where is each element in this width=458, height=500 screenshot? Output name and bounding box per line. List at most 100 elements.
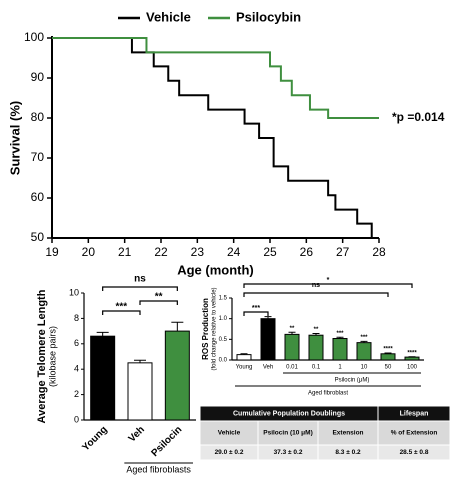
legend-label: Vehicle — [146, 9, 191, 24]
y-tick-label: 10 — [69, 287, 79, 297]
table-cell-text: 28.5 ± 0.8 — [400, 449, 429, 456]
bar — [404, 356, 420, 361]
bracket-label: ns — [312, 282, 320, 289]
x-tick-label: Veh — [263, 365, 273, 371]
table-cell-text: Psilocin (10 μM) — [263, 430, 313, 437]
significance-label: **** — [383, 347, 393, 353]
x-tick-label: Young — [236, 365, 253, 371]
x-tick-label: Young — [80, 424, 109, 453]
x-tick-label: 28 — [372, 245, 386, 259]
x-tick-label: Veh — [127, 424, 147, 444]
table-cell-text: 37.3 ± 0.2 — [274, 449, 303, 456]
bracket-label: ns — [134, 274, 146, 285]
y-tick-label: 2 — [74, 389, 79, 399]
y-tick-label: 0.5 — [219, 337, 228, 343]
annotation: *p =0.014 — [392, 110, 445, 124]
y-tick-label: 0.0 — [219, 358, 228, 364]
bar — [127, 362, 153, 421]
x-tick-label: 23 — [191, 245, 205, 259]
y-axis-title: Survival (%) — [7, 101, 22, 175]
bar — [308, 334, 324, 361]
error-bar — [288, 331, 296, 335]
significance-label: ** — [290, 326, 295, 332]
table-header-text: Cumulative Population Doublings — [233, 410, 345, 417]
bar — [236, 354, 252, 361]
x-tick-label: 10 — [361, 365, 368, 371]
significance-label: ** — [314, 327, 319, 333]
bracket-label: ** — [155, 292, 163, 303]
significance-label: *** — [360, 335, 368, 341]
legend-label: Psilocybin — [236, 9, 301, 24]
bracket — [102, 310, 141, 315]
table-cell-text: 29.0 ± 0.2 — [215, 449, 244, 456]
error-bar — [384, 352, 392, 354]
bracket-label: * — [327, 277, 330, 284]
bar — [380, 353, 396, 361]
bracket-label: *** — [252, 305, 260, 312]
bar — [356, 342, 372, 361]
y-tick-label: 70 — [31, 150, 45, 164]
significance-label: *** — [336, 331, 344, 337]
y-tick-label: 1.0 — [219, 316, 228, 322]
y-tick-label: 60 — [31, 190, 45, 204]
table-cell-text: Vehicle — [218, 430, 241, 437]
y-tick-label: 90 — [31, 70, 45, 84]
bar — [332, 338, 348, 361]
bracket — [243, 283, 413, 288]
x-tick-label: 1 — [338, 365, 342, 371]
y-tick-label: 80 — [31, 110, 45, 124]
bracket-label: *** — [115, 302, 127, 313]
error-bar — [96, 331, 109, 337]
error-bar — [171, 321, 184, 332]
y-tick-label: 0 — [74, 414, 79, 424]
x-tick-label: 22 — [154, 245, 168, 259]
x-tick-label: 27 — [336, 245, 350, 259]
x-tick-label: 0.1 — [312, 365, 321, 371]
x-tick-label: 25 — [263, 245, 277, 259]
x-axis-title: Age (month) — [177, 262, 254, 277]
bar — [260, 318, 276, 361]
table-cell-text: % of Extension — [391, 430, 438, 437]
table-cell — [199, 420, 259, 446]
bracket — [139, 300, 178, 305]
error-bar — [264, 316, 272, 319]
x-tick-label: 0.01 — [286, 365, 298, 371]
table-cell-text: 8.3 ± 0.2 — [335, 449, 361, 456]
bracket — [243, 311, 269, 316]
group-label: Aged fibroblasts — [126, 464, 191, 474]
error-bar — [360, 340, 368, 343]
bracket — [243, 292, 389, 297]
x-tick-label: Psilocin — [149, 424, 184, 459]
y-tick-label: 8 — [74, 313, 79, 323]
x-tick-label: 21 — [118, 245, 132, 259]
x-tick-label: 26 — [300, 245, 314, 259]
bar — [90, 335, 116, 421]
y-tick-label: 50 — [31, 230, 45, 244]
y-tick-label: 4 — [74, 364, 79, 374]
table-cell — [377, 444, 451, 461]
y-axis-title: Average Telomere Length — [36, 289, 48, 423]
y-axis-title: ROS Production — [201, 298, 210, 360]
survival-line — [52, 37, 373, 238]
error-bar — [240, 353, 248, 355]
error-bar — [134, 359, 146, 363]
y-tick-label: 100 — [24, 30, 44, 44]
survival-line — [52, 37, 379, 119]
bar — [164, 330, 190, 421]
x-tick-label: 100 — [407, 365, 418, 371]
y-tick-label: 6 — [74, 338, 79, 348]
table-cell — [317, 420, 379, 446]
x-tick-label: 20 — [82, 245, 96, 259]
table-cell-text: Extension — [332, 430, 363, 437]
x-tick-label: 19 — [45, 245, 59, 259]
significance-label: **** — [407, 350, 417, 356]
y-axis-subtitle: (fold change relative to vehicle) — [212, 287, 218, 370]
table-cell — [377, 420, 451, 446]
x-tick-label: 24 — [227, 245, 241, 259]
error-bar — [336, 336, 344, 339]
bar — [284, 333, 300, 361]
group-label: Aged fibroblast — [308, 391, 348, 397]
group-label: Psilocin (μM) — [335, 378, 370, 384]
x-tick-label: 50 — [385, 365, 392, 371]
